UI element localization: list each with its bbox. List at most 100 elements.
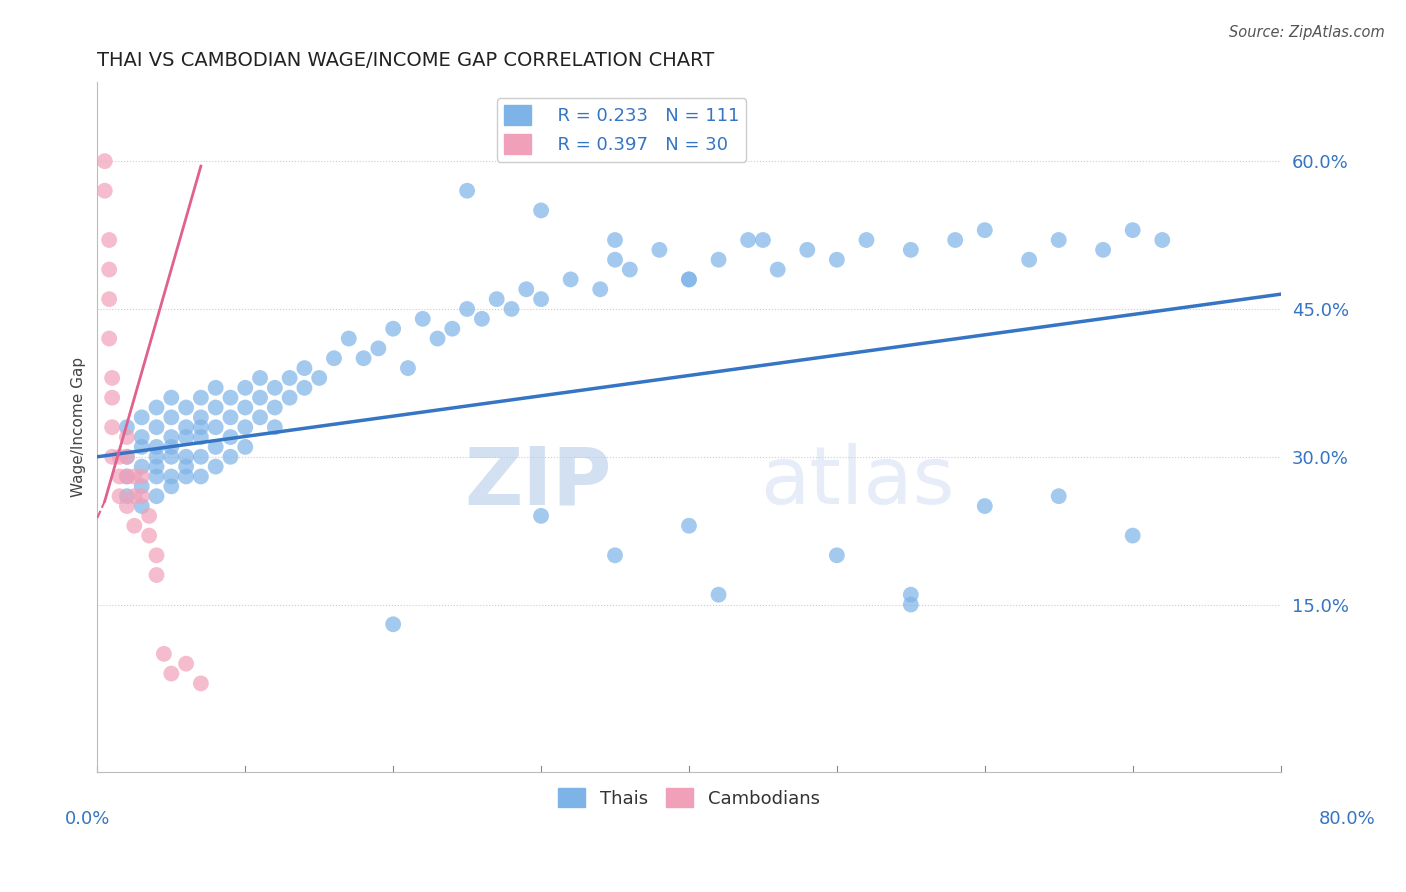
Point: [145, 440, 167, 454]
Point: [131, 410, 153, 425]
Point: [973, 499, 995, 513]
Point: [249, 371, 271, 385]
Point: [219, 450, 242, 464]
Point: [115, 450, 138, 464]
Point: [456, 301, 478, 316]
Point: [145, 401, 167, 415]
Point: [900, 243, 922, 257]
Point: [249, 391, 271, 405]
Point: [108, 450, 131, 464]
Point: [619, 262, 641, 277]
Point: [1018, 252, 1040, 267]
Point: [530, 203, 553, 218]
Point: [174, 657, 197, 671]
Point: [900, 598, 922, 612]
Point: [108, 469, 131, 483]
Point: [456, 184, 478, 198]
Point: [530, 508, 553, 523]
Point: [98, 262, 121, 277]
Point: [263, 381, 285, 395]
Point: [190, 450, 212, 464]
Point: [441, 321, 464, 335]
Point: [131, 499, 153, 513]
Point: [145, 469, 167, 483]
Point: [396, 361, 419, 376]
Point: [233, 440, 256, 454]
Point: [145, 568, 167, 582]
Point: [131, 459, 153, 474]
Point: [1047, 233, 1070, 247]
Point: [93, 154, 115, 169]
Point: [174, 450, 197, 464]
Point: [233, 420, 256, 434]
Point: [1152, 233, 1174, 247]
Point: [900, 588, 922, 602]
Point: [263, 420, 285, 434]
Point: [796, 243, 818, 257]
Point: [115, 450, 138, 464]
Point: [190, 420, 212, 434]
Point: [412, 311, 434, 326]
Point: [174, 420, 197, 434]
Point: [145, 450, 167, 464]
Point: [515, 282, 537, 296]
Point: [855, 233, 877, 247]
Point: [160, 440, 183, 454]
Point: [115, 499, 138, 513]
Point: [124, 469, 146, 483]
Point: [204, 381, 226, 395]
Point: [233, 381, 256, 395]
Point: [337, 332, 360, 346]
Point: [603, 549, 626, 563]
Point: [160, 391, 183, 405]
Point: [249, 410, 271, 425]
Point: [131, 430, 153, 444]
Text: Source: ZipAtlas.com: Source: ZipAtlas.com: [1229, 25, 1385, 40]
Point: [115, 469, 138, 483]
Point: [145, 549, 167, 563]
Point: [115, 430, 138, 444]
Point: [101, 371, 124, 385]
Point: [145, 489, 167, 503]
Point: [308, 371, 330, 385]
Point: [98, 332, 121, 346]
Point: [678, 272, 700, 286]
Point: [501, 301, 523, 316]
Point: [131, 440, 153, 454]
Point: [973, 223, 995, 237]
Text: ZIP: ZIP: [465, 443, 612, 522]
Point: [678, 272, 700, 286]
Point: [382, 617, 405, 632]
Point: [160, 450, 183, 464]
Point: [101, 391, 124, 405]
Point: [943, 233, 966, 247]
Point: [190, 469, 212, 483]
Y-axis label: Wage/Income Gap: Wage/Income Gap: [72, 357, 86, 497]
Point: [115, 469, 138, 483]
Point: [367, 342, 389, 356]
Point: [145, 459, 167, 474]
Point: [219, 391, 242, 405]
Point: [737, 233, 759, 247]
Point: [174, 459, 197, 474]
Point: [1122, 528, 1144, 542]
Text: 80.0%: 80.0%: [1319, 810, 1375, 828]
Point: [98, 292, 121, 306]
Point: [426, 332, 449, 346]
Text: atlas: atlas: [761, 443, 955, 522]
Point: [131, 489, 153, 503]
Point: [1092, 243, 1115, 257]
Point: [160, 666, 183, 681]
Point: [825, 252, 848, 267]
Point: [485, 292, 508, 306]
Point: [108, 489, 131, 503]
Point: [124, 518, 146, 533]
Point: [160, 410, 183, 425]
Point: [589, 282, 612, 296]
Point: [190, 676, 212, 690]
Point: [678, 518, 700, 533]
Point: [707, 252, 730, 267]
Point: [1047, 489, 1070, 503]
Point: [382, 321, 405, 335]
Point: [1122, 223, 1144, 237]
